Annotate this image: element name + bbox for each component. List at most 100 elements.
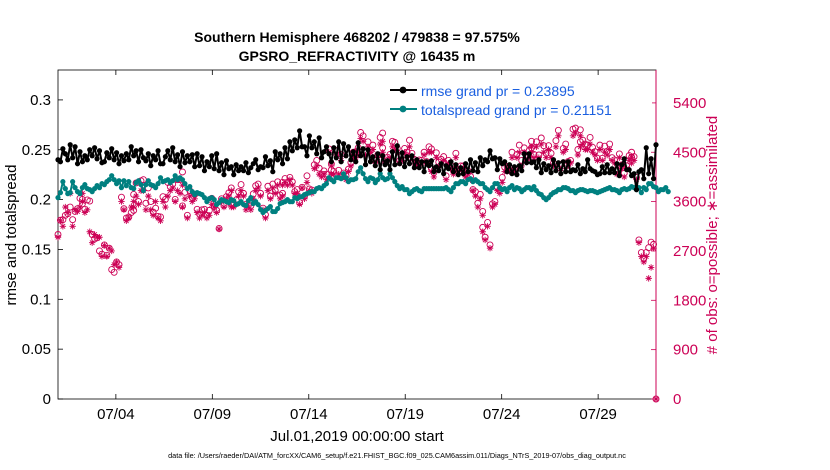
obs-assimilated-point (552, 143, 560, 150)
obs-assimilated-point (171, 198, 179, 205)
right-y-tick-label: 0 (673, 391, 681, 408)
rmse-point (445, 166, 452, 172)
obs-assimilated-point (191, 195, 198, 203)
rmse-point (218, 160, 225, 166)
obs-assimilated-point (201, 209, 208, 216)
right-y-tick-label: 1800 (673, 292, 706, 309)
obs-assimilated-point (530, 154, 538, 161)
obs-assimilated-point (147, 206, 154, 214)
rmse-point (253, 157, 259, 163)
rmse-point (353, 159, 359, 165)
obs-assimilated-point (286, 176, 294, 183)
obs-assimilated-point (196, 214, 203, 222)
obs-assimilated-point (181, 195, 189, 203)
rmse-point (536, 157, 542, 163)
rmse-point (309, 145, 315, 151)
rmse-point (104, 150, 110, 156)
obs-assimilated-point (550, 162, 557, 170)
rmse-point (599, 164, 605, 170)
obs-assimilated-point (118, 198, 125, 205)
totalspread-point (140, 188, 147, 194)
rmse-point (67, 142, 73, 148)
totalspread-point (487, 189, 493, 195)
obs-assimilated-point (149, 212, 157, 219)
obs-assimilated-point (601, 149, 608, 156)
obs-assimilated-point (562, 146, 569, 153)
obs-assimilated-point (91, 231, 98, 238)
totalspread-point (179, 177, 186, 183)
obs-assimilated-point (638, 253, 645, 260)
legend: rmse grand pr = 0.23895 totalspread gran… (386, 76, 652, 120)
totalspread-point (360, 171, 366, 177)
rmse-point (553, 168, 559, 174)
rmse-point (563, 169, 569, 175)
obs-assimilated-point (489, 203, 496, 211)
obs-assimilated-point (391, 146, 399, 153)
rmse-point (421, 169, 427, 175)
rmse-point (177, 164, 183, 170)
obs-assimilated-point (608, 157, 616, 164)
obs-assimilated-point (74, 208, 81, 215)
rmse-point (492, 155, 498, 161)
rmse-point (231, 172, 237, 178)
rmse-point (577, 171, 583, 177)
rmse-point (575, 162, 581, 168)
obs-assimilated-point (584, 146, 591, 153)
totalspread-point (370, 176, 376, 182)
totalspread-point (211, 197, 217, 203)
right-y-tick-label: 5400 (673, 95, 706, 112)
rmse-point (582, 169, 588, 175)
rmse-point (638, 167, 644, 173)
totalspread-point (96, 185, 103, 191)
rmse-point (150, 153, 156, 159)
obs-assimilated-point (320, 170, 328, 178)
obs-assimilated-point (152, 198, 159, 205)
plot-area (57, 69, 657, 400)
rmse-point (194, 151, 200, 157)
totalspread-point (343, 175, 349, 181)
obs-assimilated-point (398, 157, 406, 164)
rmse-point (304, 153, 310, 159)
obs-assimilated-point (237, 187, 245, 194)
totalspread-point (155, 181, 161, 187)
rmse-point (436, 168, 442, 174)
obs-assimilated-point (430, 173, 438, 181)
rmse-point (621, 156, 627, 162)
rmse-point (475, 169, 481, 175)
chart-title-line1: Southern Hemisphere 468202 / 479838 = 97… (194, 29, 520, 45)
rmse-point (497, 156, 503, 162)
left-y-tick-label: 0.05 (22, 341, 51, 358)
obs-assimilated-point (643, 253, 650, 260)
totalspread-point (450, 185, 457, 191)
rmse-point (316, 135, 322, 141)
totalspread-point (331, 179, 337, 185)
obs-assimilated-point (262, 214, 269, 222)
obs-assimilated-point (176, 190, 184, 197)
totalspread-point (389, 175, 395, 181)
rmse-point (160, 161, 166, 167)
obs-assimilated-point (113, 258, 120, 266)
totalspread-point (365, 179, 371, 185)
rmse-point (297, 128, 303, 134)
obs-assimilated-point (223, 195, 230, 203)
obs-assimilated-point (54, 234, 62, 241)
obs-assimilated-point (106, 245, 113, 252)
rmse-point (614, 161, 620, 167)
obs-assimilated-point (586, 140, 594, 148)
obs-assimilated-point (635, 239, 643, 246)
rmse-point (565, 159, 571, 165)
obs-possible-point (645, 244, 653, 252)
obs-assimilated-point (494, 187, 501, 194)
rmse-point (65, 157, 71, 163)
obs-assimilated-point (628, 160, 635, 167)
rmse-point (438, 161, 444, 167)
left-y-tick-label: 0.25 (22, 142, 51, 159)
obs-assimilated-point (459, 165, 467, 172)
obs-assimilated-point (186, 192, 194, 200)
legend-spread-marker (399, 105, 407, 113)
rmse-point (372, 163, 378, 169)
obs-assimilated-point (64, 209, 71, 216)
obs-assimilated-point (484, 223, 491, 230)
rmse-point (250, 161, 256, 167)
rmse-point (360, 146, 366, 152)
